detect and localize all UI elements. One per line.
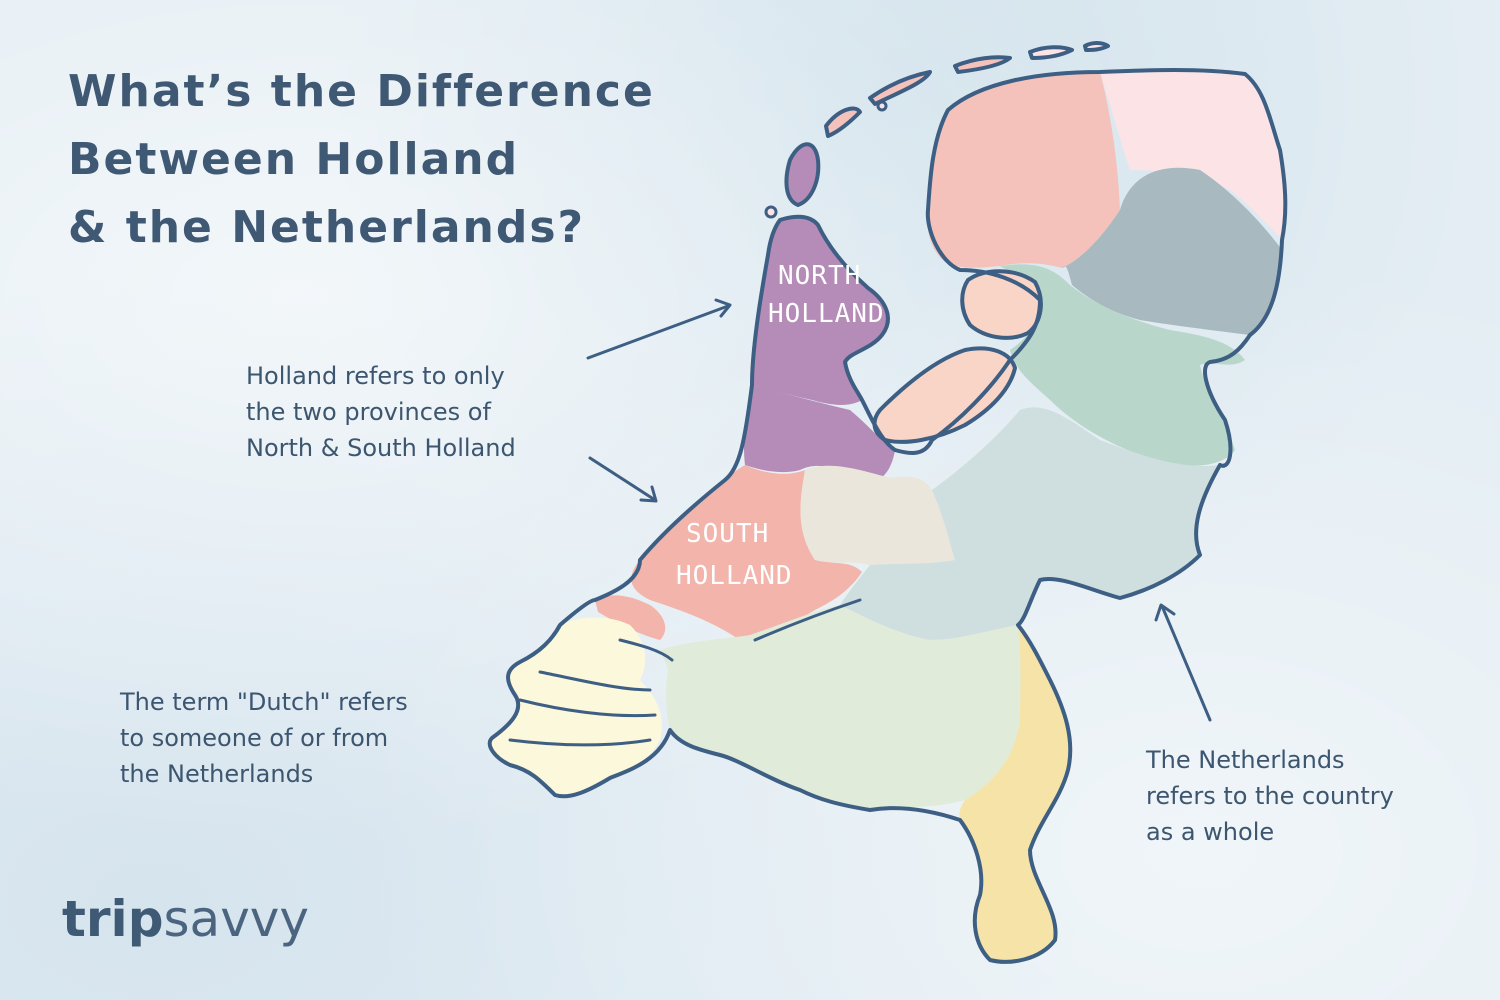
islet: [876, 100, 888, 112]
label-north-holland-1: NORTH: [778, 261, 861, 291]
island-texel: [784, 142, 821, 207]
province-limburg: [959, 625, 1071, 962]
province-overijssel: [1000, 264, 1245, 466]
title-line-2: Between Holland: [68, 134, 520, 185]
caption-dutch-line-2: to someone of or from: [120, 724, 389, 752]
arrow-to-north-holland: [586, 298, 732, 360]
zeeland-channels: [508, 638, 674, 747]
province-south-holland-island: [595, 595, 666, 640]
province-north-holland-south: [743, 385, 895, 482]
province-north-brabant: [660, 605, 1021, 810]
caption-holland-line-1: Holland refers to only: [246, 362, 505, 390]
label-south-holland-2: HOLLAND: [676, 561, 793, 591]
caption-dutch-line-3: the Netherlands: [120, 760, 314, 788]
caption-holland-line-3: North & South Holland: [246, 434, 516, 462]
logo-part-2: savvy: [163, 890, 309, 948]
province-south-holland: [631, 465, 862, 640]
island-schiermonnikoog: [1028, 45, 1074, 60]
caption-holland: Holland refers to only the two provinces…: [246, 358, 516, 466]
logo-part-1: trip: [62, 890, 164, 948]
caption-dutch: The term "Dutch" refers to someone of or…: [120, 684, 408, 792]
label-north-holland-2: HOLLAND: [768, 299, 885, 329]
province-gelderland: [840, 407, 1220, 640]
flevoland-north-outline: [960, 269, 1043, 340]
islet: [764, 205, 778, 219]
caption-netherlands-line-1: The Netherlands: [1146, 746, 1345, 774]
province-friesland: [927, 72, 1120, 268]
province-utrecht: [800, 465, 955, 565]
island-vlieland: [824, 106, 862, 138]
title-line-1: What’s the Difference: [68, 66, 655, 117]
tripsavvy-logo: tripsavvy: [62, 890, 309, 948]
flevoland-south-outline: [872, 346, 1017, 444]
province-flevoland-south: [874, 348, 1015, 442]
caption-netherlands: The Netherlands refers to the country as…: [1146, 742, 1394, 850]
island-ameland: [953, 55, 1012, 74]
caption-holland-line-2: the two provinces of: [246, 398, 491, 426]
province-drenthe: [1062, 167, 1282, 335]
caption-dutch-line-1: The term "Dutch" refers: [120, 688, 408, 716]
title-line-3: & the Netherlands?: [68, 202, 586, 253]
arrow-to-country: [1154, 603, 1212, 722]
country-outline: [487, 68, 1288, 964]
caption-netherlands-line-3: as a whole: [1146, 818, 1275, 846]
arrow-to-south-holland: [588, 456, 658, 503]
province-groningen: [1100, 70, 1286, 240]
island-terschelling: [868, 70, 932, 106]
river-line: [753, 598, 862, 642]
province-zeeland: [489, 617, 662, 797]
island-rottumeroog: [1083, 41, 1110, 52]
label-south-holland-1: SOUTH: [686, 519, 769, 549]
province-north-holland: [752, 216, 888, 405]
caption-netherlands-line-2: refers to the country: [1146, 782, 1394, 810]
page-title: What’s the Difference Between Holland & …: [68, 58, 768, 262]
